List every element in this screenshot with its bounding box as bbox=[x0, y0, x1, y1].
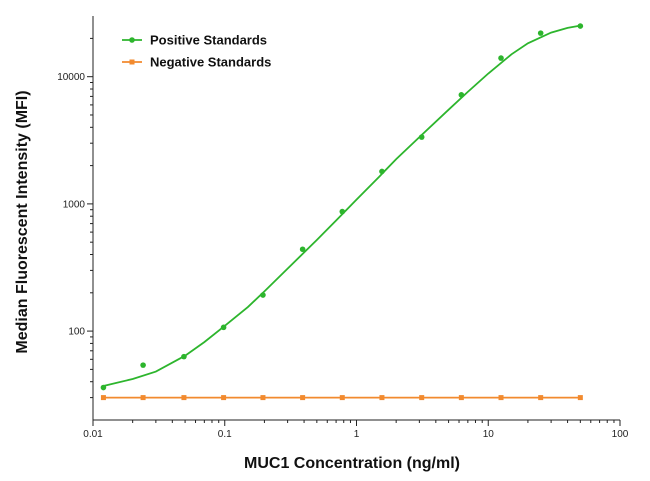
y-tick-label: 10000 bbox=[57, 72, 85, 83]
data-point bbox=[140, 395, 146, 401]
data-point bbox=[418, 134, 425, 140]
data-point bbox=[220, 324, 227, 331]
x-tick-label: 0.1 bbox=[218, 429, 232, 440]
data-point bbox=[538, 395, 544, 401]
data-point bbox=[577, 23, 584, 29]
data-point bbox=[299, 246, 306, 253]
axes: 0.01 0.1 1 10 100 100 1000 10000 bbox=[57, 16, 629, 440]
data-point bbox=[458, 395, 464, 401]
legend-item: Negative Standards bbox=[122, 55, 271, 70]
data-point bbox=[339, 208, 346, 215]
legend: Positive Standards Negative Standards bbox=[122, 33, 271, 70]
legend-marker bbox=[129, 37, 135, 43]
fit-curve bbox=[103, 24, 581, 387]
data-point bbox=[379, 395, 385, 401]
data-point bbox=[458, 92, 465, 98]
legend-marker bbox=[129, 59, 135, 65]
legend-label: Negative Standards bbox=[150, 55, 271, 70]
data-point bbox=[100, 395, 106, 401]
data-point bbox=[537, 30, 544, 36]
data-point bbox=[498, 395, 504, 401]
data-point bbox=[339, 395, 345, 401]
legend-item: Positive Standards bbox=[122, 33, 267, 48]
data-point bbox=[140, 362, 146, 368]
y-tick-label: 100 bbox=[68, 327, 85, 338]
data-point bbox=[260, 292, 266, 298]
data-point bbox=[260, 395, 266, 401]
x-axis-title: MUC1 Concentration (ng/ml) bbox=[244, 455, 460, 472]
data-point bbox=[300, 395, 306, 401]
y-tick-label: 1000 bbox=[63, 199, 86, 210]
series-2 bbox=[100, 395, 583, 401]
data-point bbox=[181, 353, 187, 360]
legend-label: Positive Standards bbox=[150, 33, 267, 48]
data-point bbox=[577, 395, 583, 401]
series-layer bbox=[100, 23, 584, 401]
x-tick-label: 1 bbox=[354, 429, 360, 440]
data-point bbox=[419, 395, 425, 401]
data-point bbox=[181, 395, 187, 401]
data-point bbox=[221, 395, 227, 401]
x-tick-label: 100 bbox=[612, 429, 629, 440]
data-point bbox=[498, 55, 504, 61]
data-point bbox=[100, 384, 107, 391]
x-tick-label: 10 bbox=[483, 429, 495, 440]
data-point bbox=[379, 168, 385, 175]
y-axis-title: Median Fluorescent Intensity (MFI) bbox=[14, 90, 31, 353]
x-tick-label: 0.01 bbox=[83, 429, 103, 440]
series-1 bbox=[100, 23, 584, 391]
